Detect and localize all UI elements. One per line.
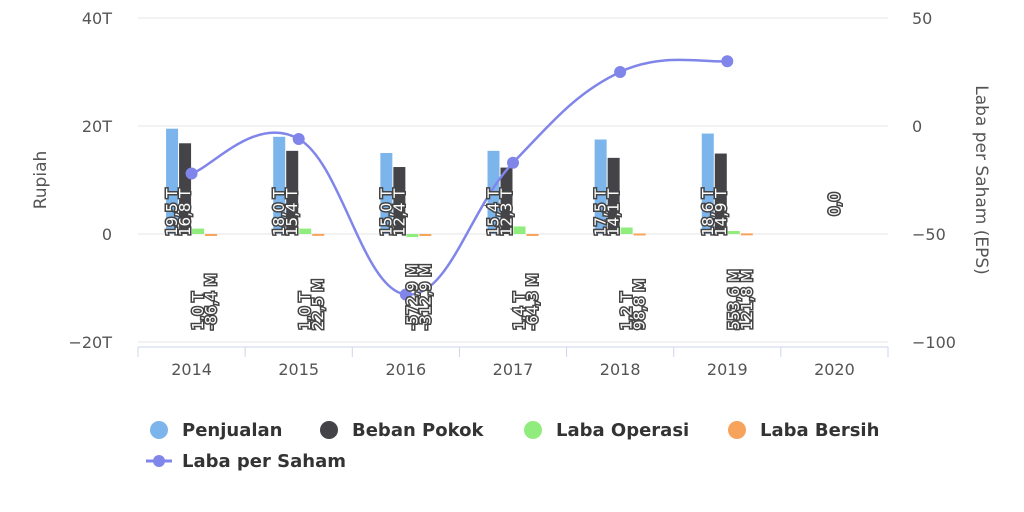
eps-point[interactable]: [399, 288, 412, 301]
data-label: 553,6 M: [725, 269, 743, 330]
y-right-tick-label: 0: [912, 117, 922, 136]
data-label: 12,3 T: [498, 188, 516, 236]
bar-penjualan[interactable]: [701, 133, 714, 234]
legend-marker: [524, 421, 542, 439]
bar-beban-pokok[interactable]: [179, 143, 192, 234]
data-label: 1,4 T: [511, 291, 529, 330]
data-label: 22,5 M: [309, 279, 327, 330]
x-axis: 2014 2015 2016 2017 2018 2019 2020: [137, 346, 889, 379]
legend-marker: [150, 421, 168, 439]
data-label: 1,2 T: [618, 291, 636, 330]
y-right-title: Laba per Saham (EPS): [971, 85, 991, 275]
data-label: 15,0 T: [377, 188, 395, 236]
eps-point[interactable]: [721, 55, 734, 68]
data-label: -86,4 M: [202, 273, 220, 330]
data-label: 14,1 T: [605, 188, 623, 236]
data-label: 15,4 T: [283, 188, 301, 236]
x-tick-label: 2015: [278, 360, 319, 379]
bar-laba-bersih[interactable]: [419, 234, 432, 236]
x-tick-label: 2017: [493, 360, 534, 379]
bar-laba-operasi[interactable]: [192, 228, 205, 234]
legend-label: Beban Pokok: [352, 420, 484, 441]
x-tick-label: 2014: [171, 360, 212, 379]
y-left-title: Rupiah: [31, 151, 51, 210]
x-tick-label: 2018: [600, 360, 641, 379]
bar-laba-operasi[interactable]: [299, 228, 312, 234]
bar-laba-operasi[interactable]: [513, 226, 526, 234]
y-right-tick-label: −50: [912, 225, 946, 244]
eps-line: [191, 58, 728, 296]
data-label: 98,8 M: [631, 279, 649, 330]
bar-laba-bersih[interactable]: [312, 233, 325, 236]
bar-beban-pokok[interactable]: [714, 153, 727, 234]
bar-penjualan[interactable]: [166, 128, 179, 234]
x-tick-label: 2016: [385, 360, 426, 379]
data-label: 12,4 T: [390, 188, 408, 236]
x-tick-label: 2019: [707, 360, 748, 379]
y-right-tick-label: −100: [912, 333, 956, 352]
data-label: 1,0 T: [296, 291, 314, 330]
eps-point[interactable]: [185, 167, 198, 180]
legend-item-laba-operasi[interactable]: Laba Operasi: [524, 420, 689, 441]
y-left-tick-label: −20T: [68, 333, 112, 352]
legend[interactable]: Penjualan Beban Pokok Laba Operasi Laba Ber…: [146, 420, 879, 472]
bar-series: [166, 128, 753, 238]
y-left-tick-label: 20T: [82, 117, 112, 136]
bar-laba-operasi[interactable]: [406, 234, 419, 238]
data-label: 14,9 T: [712, 188, 730, 236]
data-labels: 19,5 T 18,0 T 15,0 T 15,4 T 17,5 T 18,6 T 16,8…: [162, 186, 845, 331]
legend-item-beban-pokok[interactable]: Beban Pokok: [320, 420, 484, 441]
data-label: 17,5 T: [592, 188, 610, 236]
legend-label: Laba Operasi: [556, 420, 689, 441]
legend-item-laba-per-saham[interactable]: Laba per Saham: [146, 451, 346, 472]
eps-point[interactable]: [292, 132, 305, 145]
bar-laba-bersih[interactable]: [633, 233, 646, 236]
legend-label: Penjualan: [182, 420, 282, 441]
y-axis-left: 40T 20T 0 −20T Rupiah: [31, 9, 112, 352]
data-label: 16,8 T: [176, 188, 194, 236]
data-label: 19,5 T: [163, 188, 181, 236]
eps-point[interactable]: [614, 66, 627, 78]
bar-penjualan[interactable]: [380, 153, 393, 234]
data-label: 15,4 T: [485, 188, 503, 236]
line-series: [185, 55, 734, 301]
legend-item-laba-bersih[interactable]: Laba Bersih: [728, 420, 879, 441]
data-label: 18,0 T: [270, 188, 288, 236]
legend-marker: [320, 421, 338, 439]
legend-label: Laba per Saham: [182, 451, 346, 472]
bar-beban-pokok[interactable]: [607, 157, 620, 234]
y-right-tick-label: 50: [912, 9, 932, 28]
bar-laba-operasi[interactable]: [727, 231, 740, 234]
y-left-tick-label: 40T: [82, 9, 112, 28]
grid-lines: [138, 17, 888, 343]
data-label: 0,0: [825, 192, 843, 216]
bar-laba-operasi[interactable]: [620, 227, 633, 234]
bar-beban-pokok[interactable]: [286, 150, 299, 234]
legend-marker: [728, 421, 746, 439]
data-label: 1,0 T: [189, 291, 207, 330]
bar-beban-pokok[interactable]: [393, 167, 406, 234]
bar-penjualan[interactable]: [594, 139, 607, 235]
data-label: -572,9 M: [403, 264, 421, 330]
y-left-tick-label: 0: [102, 225, 112, 244]
bar-laba-bersih[interactable]: [526, 234, 539, 236]
legend-marker: [153, 455, 165, 467]
bar-laba-bersih[interactable]: [205, 234, 218, 236]
bar-penjualan[interactable]: [273, 136, 286, 234]
data-label: 121,8 M: [738, 269, 756, 330]
x-tick-label: 2020: [814, 360, 855, 379]
eps-point[interactable]: [507, 156, 519, 169]
bar-beban-pokok[interactable]: [500, 167, 513, 234]
legend-label: Laba Bersih: [760, 420, 879, 441]
bar-laba-bersih[interactable]: [740, 233, 753, 236]
data-label: 18,6 T: [699, 188, 717, 236]
data-label: -64,3 M: [524, 273, 542, 330]
bar-penjualan[interactable]: [487, 150, 500, 234]
legend-item-penjualan[interactable]: Penjualan: [150, 420, 282, 441]
data-label: -312,9 M: [416, 264, 434, 330]
y-axis-right: 50 0 −50 −100 Laba per Saham (EPS): [912, 9, 991, 352]
